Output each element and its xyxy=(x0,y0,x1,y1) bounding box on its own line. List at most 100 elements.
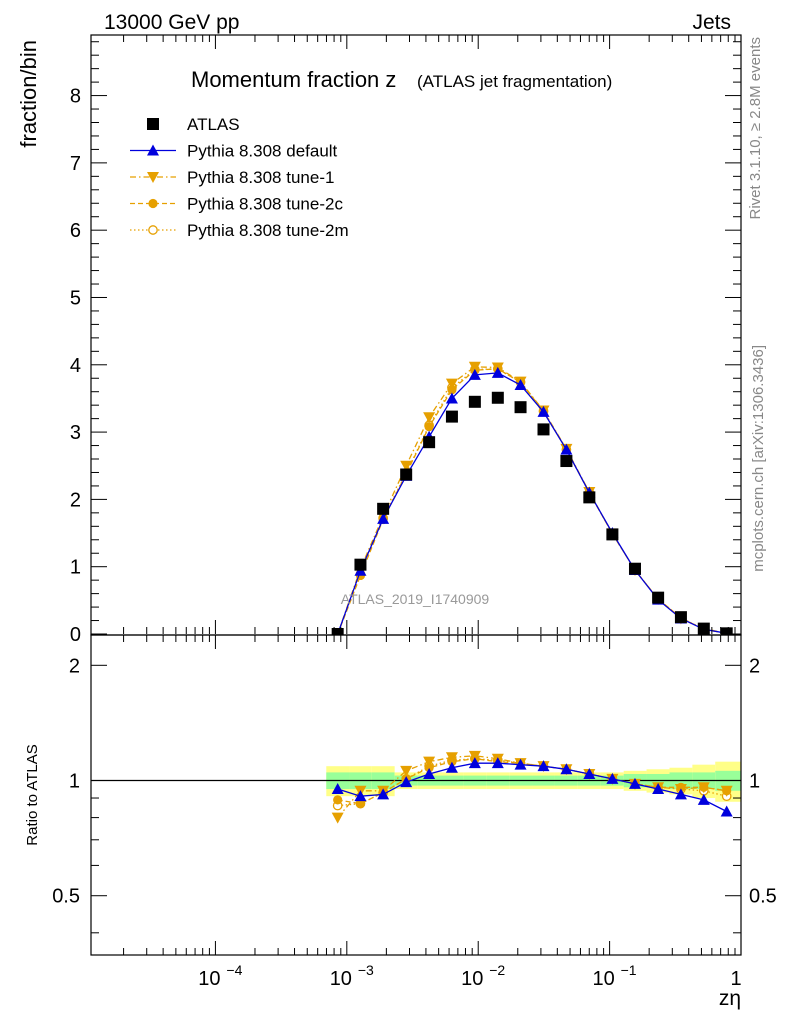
ratio-point-pythia-8-308-default xyxy=(628,777,641,789)
ratio-point-pythia-8-308-default xyxy=(697,793,710,805)
ratio-point-pythia-8-308-default xyxy=(400,776,413,788)
point-atlas xyxy=(331,628,344,635)
point-pythia-8-308-default xyxy=(514,378,527,390)
main-panel: 0 1 2 3 4 5 6 7 8 Momentum fraction z (ATLAS jet… xyxy=(16,34,742,646)
ratio-point-pythia-8-308-tune-1 xyxy=(445,752,458,764)
legend-marker-pythia-8-308-tune-2c xyxy=(148,198,158,209)
point-atlas xyxy=(720,627,733,635)
point-pythia-8-308-default xyxy=(445,392,458,404)
legend-label-pythia-8-308-default: Pythia 8.308 default xyxy=(187,142,338,161)
ratio-line-pythia-8-308-tune-1 xyxy=(337,755,727,819)
ratio-point-pythia-8-308-default xyxy=(720,805,733,817)
point-atlas xyxy=(423,436,436,449)
ratio-point-pythia-8-308-tune-1 xyxy=(468,750,481,762)
ratio-point-pythia-8-308-tune-2c xyxy=(333,795,343,805)
x-tick-label-exponent: −4 xyxy=(226,962,242,978)
point-atlas xyxy=(468,395,481,408)
ratio-point-pythia-8-308-tune-2c xyxy=(424,763,434,773)
x-tick-label: 10 xyxy=(330,968,352,990)
legend-marker-pythia-8-308-tune-2m xyxy=(148,225,158,235)
mcplots-label: mcplots.cern.ch [arXiv:1306.3436] xyxy=(750,345,767,572)
ratio-y-tick-label-right: 2 xyxy=(749,655,760,677)
ratio-point-pythia-8-308-default xyxy=(377,788,390,800)
point-pythia-8-308-tune-1 xyxy=(468,361,481,373)
ratio-frame xyxy=(90,634,742,956)
point-pythia-8-308-tune-1 xyxy=(445,378,458,390)
point-atlas xyxy=(697,622,710,635)
point-pythia-8-308-default xyxy=(468,368,481,380)
x-tick-label: 10 xyxy=(461,968,483,990)
point-pythia-8-308-tune-1 xyxy=(400,460,413,472)
ratio-point-pythia-8-308-tune-1 xyxy=(400,765,413,777)
ratio-point-pythia-8-308-default xyxy=(652,783,665,795)
point-atlas xyxy=(606,528,619,541)
x-axis-label: zη xyxy=(719,987,741,1010)
ratio-point-pythia-8-308-default xyxy=(560,763,573,775)
ratio-point-pythia-8-308-default xyxy=(331,783,344,795)
point-atlas xyxy=(628,562,641,575)
main-y-tick-label: 5 xyxy=(70,287,81,309)
point-atlas xyxy=(354,558,367,571)
point-atlas xyxy=(445,410,458,423)
legend-label-atlas: ATLAS xyxy=(187,115,240,134)
legend-marker-pythia-8-308-default xyxy=(147,144,159,156)
legend-marker-pythia-8-308-tune-1 xyxy=(147,172,159,183)
ratio-y-tick-label: 0.5 xyxy=(52,886,80,908)
main-subtitle: (ATLAS jet fragmentation) xyxy=(417,72,612,91)
main-y-tick-label: 0 xyxy=(70,624,81,646)
ratio-point-pythia-8-308-default xyxy=(606,772,619,784)
ratio-point-pythia-8-308-default xyxy=(445,761,458,773)
main-y-tick-label: 2 xyxy=(70,489,81,511)
ratio-point-pythia-8-308-default xyxy=(583,767,596,779)
point-atlas xyxy=(652,591,665,604)
header-left: 13000 GeV pp xyxy=(104,11,239,34)
ratio-point-pythia-8-308-default xyxy=(354,790,367,802)
main-y-tick-label: 4 xyxy=(70,355,81,377)
ratio-point-pythia-8-308-default xyxy=(674,788,687,800)
main-y-tick-label: 8 xyxy=(70,86,81,108)
point-atlas xyxy=(537,423,550,436)
ratio-y-tick-label: 1 xyxy=(69,771,80,793)
point-pythia-8-308-default xyxy=(491,366,504,378)
ratio-point-pythia-8-308-tune-1 xyxy=(423,756,436,768)
point-atlas xyxy=(583,491,596,504)
x-tick-label: 1 xyxy=(730,968,741,990)
x-tick-label-exponent: −1 xyxy=(621,962,637,978)
legend-label-pythia-8-308-tune-2m: Pythia 8.308 tune-2m xyxy=(187,221,349,240)
main-y-tick-label: 6 xyxy=(70,220,81,242)
ratio-point-pythia-8-308-tune-1 xyxy=(331,812,344,824)
ratio-panel: 0.5 0.5 1 1 2 2 10 −4 10 −3 10 −2 10 −1 1 Ratio to ATL… xyxy=(24,634,777,1010)
ratio-y-label: Ratio to ATLAS xyxy=(24,744,41,845)
ratio-point-pythia-8-308-default xyxy=(537,760,550,772)
point-pythia-8-308-default xyxy=(377,512,390,524)
x-tick-label: 10 xyxy=(198,968,220,990)
ratio-y-tick-label-right: 0.5 xyxy=(749,886,777,908)
ratio-point-pythia-8-308-default xyxy=(468,757,481,769)
x-tick-label: 10 xyxy=(592,968,614,990)
main-y-tick-label: 3 xyxy=(70,422,81,444)
ratio-point-pythia-8-308-tune-1 xyxy=(697,782,710,794)
ratio-point-pythia-8-308-default xyxy=(514,758,527,770)
watermark: ATLAS_2019_I1740909 xyxy=(341,591,490,607)
ratio-point-pythia-8-308-tune-1 xyxy=(720,785,733,797)
point-atlas xyxy=(491,391,504,404)
main-title: Momentum fraction z xyxy=(191,67,396,92)
ratio-point-pythia-8-308-default xyxy=(423,767,436,779)
header-right: Jets xyxy=(692,11,731,34)
point-atlas xyxy=(674,611,687,624)
main-y-label: fraction/bin xyxy=(16,40,41,148)
ratio-point-pythia-8-308-tune-2c xyxy=(355,799,366,809)
legend-label-pythia-8-308-tune-2c: Pythia 8.308 tune-2c xyxy=(187,195,343,214)
x-tick-label-exponent: −2 xyxy=(489,962,505,978)
point-atlas xyxy=(377,502,390,515)
main-y-tick-label: 7 xyxy=(70,153,81,175)
point-pythia-8-308-default xyxy=(537,405,550,417)
main-y-tick-label: 1 xyxy=(70,557,81,579)
point-atlas xyxy=(400,468,413,481)
legend-marker-atlas xyxy=(147,118,159,130)
ratio-y-tick-label-right: 1 xyxy=(749,771,760,793)
ratio-y-tick-label: 2 xyxy=(69,655,80,677)
point-pythia-8-308-tune-2c xyxy=(424,422,434,432)
point-pythia-8-308-default xyxy=(560,443,573,455)
